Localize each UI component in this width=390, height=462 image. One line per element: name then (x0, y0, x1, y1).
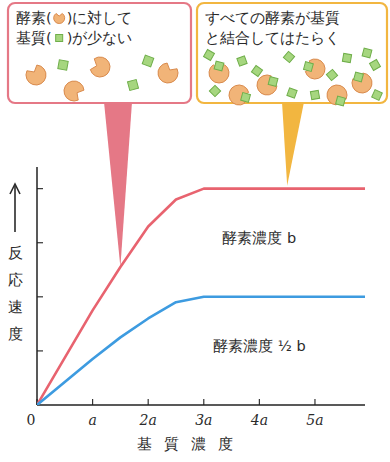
lines (37, 189, 365, 405)
x-tick (203, 399, 204, 405)
x-tick (148, 399, 149, 405)
callout-box (197, 3, 387, 103)
x-tick-label: 4a (250, 412, 268, 428)
y-axis (36, 167, 38, 405)
y-axis-label-char: 速 (8, 298, 23, 316)
substrate-icon (336, 96, 346, 106)
substrate-icon (56, 35, 63, 42)
substrate-icon (237, 56, 247, 66)
callout: すべての酵素が基質と結合してはたらく (197, 3, 387, 186)
series-label: 酵素濃度 ½ b (213, 338, 305, 354)
enzyme-icon (158, 63, 178, 83)
enzyme-icon (257, 75, 277, 95)
substrate-icon (304, 62, 314, 72)
y-tick (37, 350, 43, 351)
substrate-icon (342, 53, 351, 62)
substrate-icon (283, 51, 294, 62)
callout: 酵素( )に対して基質( )が少ない (8, 3, 191, 267)
x-tick (92, 399, 93, 405)
x-tick-label: 2a (139, 412, 157, 428)
x-tick (314, 399, 315, 405)
substrate-icon (372, 90, 383, 101)
y-label-arrowhead (10, 184, 20, 194)
substrate-icon (287, 88, 297, 98)
enzyme-icon (64, 81, 84, 101)
callout-text: すべての酵素が基質 (205, 10, 340, 26)
enzyme-icon (352, 73, 372, 93)
substrate-icon (354, 72, 364, 82)
substrate-icon (127, 79, 138, 90)
x-tick-label: a (88, 412, 96, 428)
enzyme-icon (90, 57, 110, 77)
substrate-icon (362, 48, 372, 58)
y-axis-label-char: 応 (8, 271, 23, 289)
x-tick-label: 3a (195, 412, 212, 428)
y-axis-label-char: 度 (8, 325, 23, 343)
enzyme-icon (54, 13, 65, 23)
x-tick (259, 399, 260, 405)
x-tick-label: 5a (306, 412, 323, 428)
substrate-icon (142, 55, 154, 67)
substrate-icon (326, 69, 337, 80)
enzyme-icon (327, 85, 347, 105)
substrate-icon (251, 65, 262, 76)
y-label-arrow (14, 186, 16, 232)
substrate-icon (209, 85, 220, 96)
x-axis (37, 404, 365, 406)
enzyme-icon (26, 65, 46, 85)
substrate-icon (241, 92, 251, 102)
substrate-icon (58, 60, 68, 70)
x-axis-label: 基質濃度 (137, 435, 245, 453)
callout-pointer (282, 102, 304, 186)
y-axis-label: 反応速度 (8, 244, 23, 343)
callout-text: 酵素( )に対して (16, 10, 132, 26)
series-line (37, 297, 365, 405)
y-tick (37, 242, 43, 243)
x-tick-label: 0 (27, 412, 36, 428)
substrate-icon (370, 60, 381, 71)
callout-pointer (104, 102, 132, 267)
callout-text: 基質( )が少ない (16, 30, 132, 46)
substrate-icon (214, 61, 224, 71)
y-tick (37, 188, 43, 189)
chart: 酵素( )に対して基質( )が少ないすべての酵素が基質と結合してはたらく0a2a… (0, 0, 390, 462)
series-line (37, 189, 365, 405)
callout-text: と結合してはたらく (205, 30, 340, 46)
y-tick (37, 296, 43, 297)
substrate-icon (268, 77, 278, 87)
substrate-icon (310, 90, 319, 99)
callout-box (8, 3, 191, 103)
series-label: 酵素濃度 b (222, 230, 296, 246)
substrate-icon (204, 50, 215, 61)
y-axis-label-char: 反 (8, 244, 23, 262)
